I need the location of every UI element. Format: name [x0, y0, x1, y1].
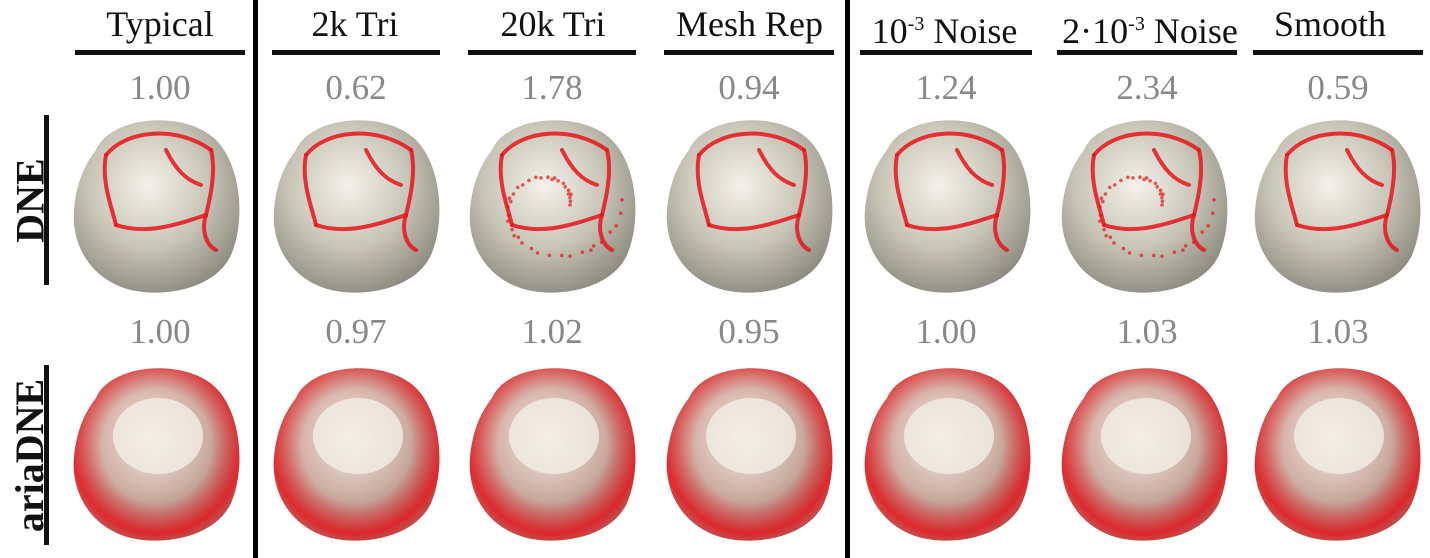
ariadne-tooth-render	[1054, 358, 1236, 543]
column-rule	[1057, 50, 1237, 55]
dne-tooth-render	[266, 110, 448, 295]
column-title-mesh-rep: Mesh Rep	[676, 4, 823, 44]
column-rule	[75, 50, 245, 55]
dne-score: 1.24	[915, 68, 977, 107]
column-title-smooth: Smooth	[1273, 4, 1387, 44]
ariadne-score: 1.00	[129, 312, 191, 351]
column-rule	[468, 50, 636, 55]
dne-score: 1.78	[521, 68, 583, 107]
column-rule	[664, 50, 834, 55]
row-rule-ariadne	[44, 365, 49, 545]
row-label-ariadne: ariaDNE	[7, 378, 53, 532]
dne-score: 2.34	[1116, 68, 1178, 107]
dne-tooth-render	[1247, 110, 1429, 295]
ariadne-tooth-render	[66, 358, 248, 543]
column-rule	[860, 50, 1032, 55]
dne-tooth-render	[1054, 110, 1236, 295]
dne-score: 1.00	[129, 68, 191, 107]
ariadne-tooth-render	[462, 358, 644, 543]
column-rule	[272, 50, 440, 55]
dne-score: 0.62	[325, 68, 387, 107]
dne-tooth-render	[66, 110, 248, 295]
dne-tooth-render	[659, 110, 841, 295]
column-title-noise-1: 10-3 Noise	[871, 11, 1018, 51]
ariadne-tooth-render	[659, 358, 841, 543]
ariadne-score: 0.97	[325, 312, 387, 351]
ariadne-score: 1.00	[915, 312, 977, 351]
column-title-noise-2: 2·10-3 Noise	[1062, 11, 1238, 51]
ariadne-tooth-render	[857, 358, 1039, 543]
dne-tooth-render	[462, 110, 644, 295]
ariadne-score: 1.03	[1116, 312, 1178, 351]
column-rule	[1253, 50, 1423, 55]
dne-score: 0.59	[1307, 68, 1369, 107]
ariadne-tooth-render	[266, 358, 448, 543]
row-label-dne: DNE	[7, 157, 53, 243]
dne-tooth-render	[857, 110, 1039, 295]
ariadne-score: 1.02	[521, 312, 583, 351]
ariadne-score: 0.95	[718, 312, 780, 351]
column-title-typical: Typical	[106, 4, 214, 44]
divider-left	[253, 0, 258, 558]
row-rule-dne	[44, 115, 49, 285]
dne-score: 0.94	[718, 68, 780, 107]
ariadne-score: 1.03	[1307, 312, 1369, 351]
column-title-2k-tri: 2k Tri	[311, 4, 399, 44]
column-title-20k-tri: 20k Tri	[500, 4, 606, 44]
divider-right	[845, 0, 850, 558]
ariadne-tooth-render	[1247, 358, 1429, 543]
